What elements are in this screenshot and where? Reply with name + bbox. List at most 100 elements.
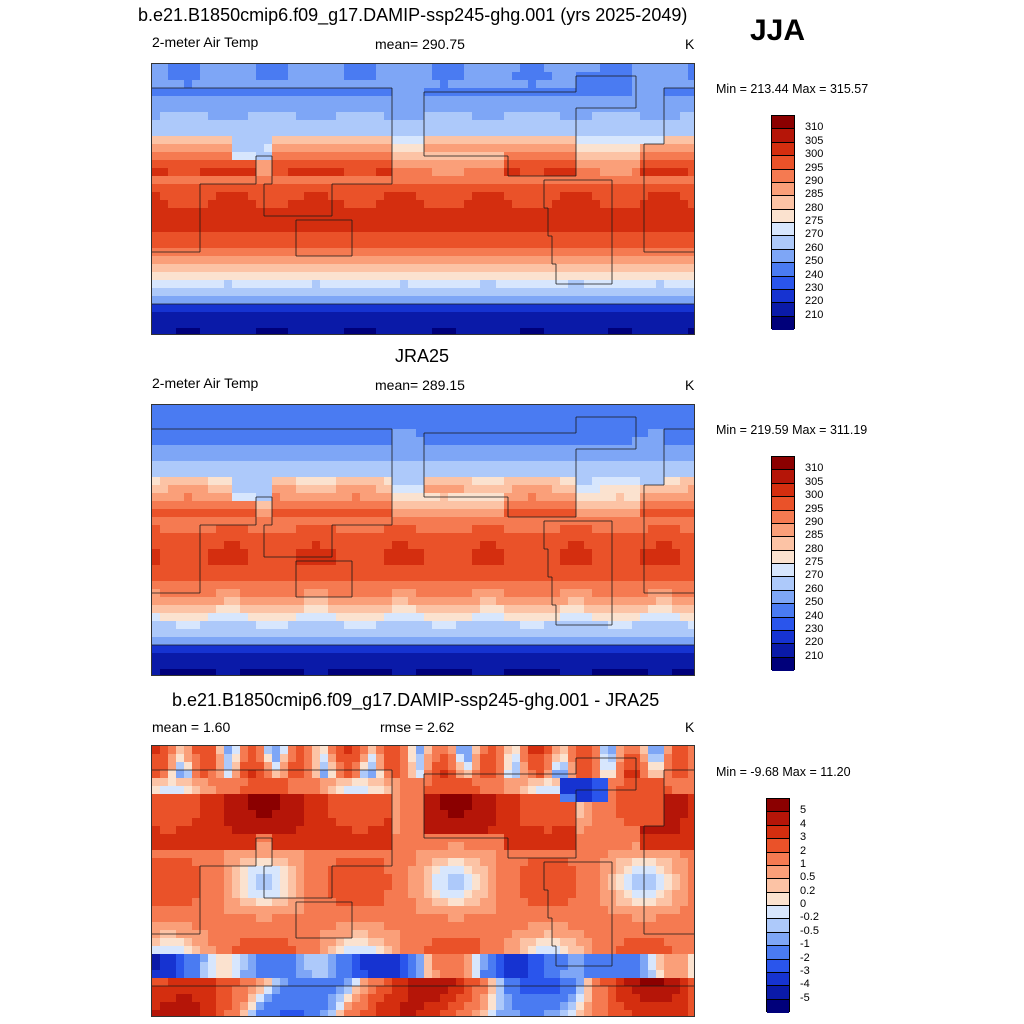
- map-cell: [504, 557, 513, 566]
- map-cell: [576, 669, 585, 675]
- map-cell: [488, 64, 497, 73]
- map-cell: [264, 96, 273, 105]
- map-cell: [360, 637, 369, 646]
- map-cell: [392, 501, 401, 510]
- map-cell: [296, 248, 305, 257]
- map-cell: [480, 328, 489, 334]
- map-cell: [344, 637, 353, 646]
- map-cell: [208, 746, 217, 755]
- map-cell: [632, 477, 641, 486]
- map-cell: [304, 597, 313, 606]
- map-cell: [632, 112, 641, 121]
- map-cell: [304, 589, 313, 598]
- map-cell: [352, 152, 361, 161]
- map-cell: [208, 565, 217, 574]
- map-cell: [376, 280, 385, 289]
- map-cell: [304, 485, 313, 494]
- map-cell: [688, 661, 694, 670]
- map-cell: [616, 581, 625, 590]
- map-cell: [568, 264, 577, 273]
- map-cell: [464, 240, 473, 249]
- map-cell: [416, 112, 425, 121]
- map-cell: [448, 637, 457, 646]
- map-cell: [552, 437, 561, 446]
- map-cell: [160, 224, 169, 233]
- map-cell: [320, 653, 329, 662]
- map-cell: [152, 493, 161, 502]
- map-cell: [416, 597, 425, 606]
- map-cell: [496, 589, 505, 598]
- map-cell: [456, 72, 465, 81]
- map-cell: [384, 653, 393, 662]
- map-cell: [224, 445, 233, 454]
- map-cell: [544, 597, 553, 606]
- map-cell: [592, 613, 601, 622]
- map-cell: [464, 320, 473, 329]
- map-cell: [336, 120, 345, 129]
- map-cell: [192, 112, 201, 121]
- map-cell: [360, 754, 369, 763]
- map-cell: [168, 256, 177, 265]
- map-cell: [520, 136, 529, 145]
- map-cell: [624, 453, 633, 462]
- map-cell: [304, 469, 313, 478]
- map-cell: [272, 629, 281, 638]
- map-cell: [384, 296, 393, 305]
- map-cell: [432, 637, 441, 646]
- map-cell: [312, 597, 321, 606]
- map-cell: [424, 312, 433, 321]
- map-cell: [176, 160, 185, 169]
- map-cell: [296, 613, 305, 622]
- map-cell: [408, 762, 417, 771]
- map-cell: [152, 280, 161, 289]
- map-cell: [208, 104, 217, 113]
- map-cell: [664, 296, 673, 305]
- map-cell: [256, 637, 265, 646]
- map-cell: [192, 120, 201, 129]
- map-cell: [200, 136, 209, 145]
- map-cell: [312, 501, 321, 510]
- map-cell: [360, 605, 369, 614]
- map-cell: [152, 565, 161, 574]
- map-cell: [384, 413, 393, 422]
- map-cell: [600, 136, 609, 145]
- map-cell: [432, 778, 441, 787]
- map-cell: [592, 312, 601, 321]
- map-cell: [352, 232, 361, 241]
- map-cell: [280, 264, 289, 273]
- map-cell: [488, 453, 497, 462]
- map-cell: [392, 280, 401, 289]
- map-cell: [472, 461, 481, 470]
- map-cell: [424, 296, 433, 305]
- map-cell: [352, 264, 361, 273]
- map-cell: [456, 120, 465, 129]
- map-cell: [456, 637, 465, 646]
- map-cell: [560, 597, 569, 606]
- map-cell: [376, 320, 385, 329]
- map-cell: [240, 413, 249, 422]
- map-cell: [432, 168, 441, 177]
- map-cell: [400, 120, 409, 129]
- map-cell: [656, 232, 665, 241]
- map-cell: [656, 621, 665, 630]
- map-cell: [648, 224, 657, 233]
- map-cell: [536, 176, 545, 185]
- map-cell: [256, 288, 265, 297]
- map-cell: [512, 509, 521, 518]
- map-cell: [680, 216, 689, 225]
- map-cell: [208, 597, 217, 606]
- map-cell: [408, 304, 417, 313]
- map-cell: [632, 629, 641, 638]
- map-cell: [512, 224, 521, 233]
- map-cell: [176, 645, 185, 654]
- map-cell: [352, 312, 361, 321]
- map-cell: [488, 288, 497, 297]
- map-cell: [296, 64, 305, 73]
- map-cell: [168, 661, 177, 670]
- map-cell: [160, 581, 169, 590]
- map-cell: [600, 256, 609, 265]
- map-cell: [184, 96, 193, 105]
- map-cell: [168, 152, 177, 161]
- map-cell: [448, 421, 457, 430]
- map-cell: [616, 597, 625, 606]
